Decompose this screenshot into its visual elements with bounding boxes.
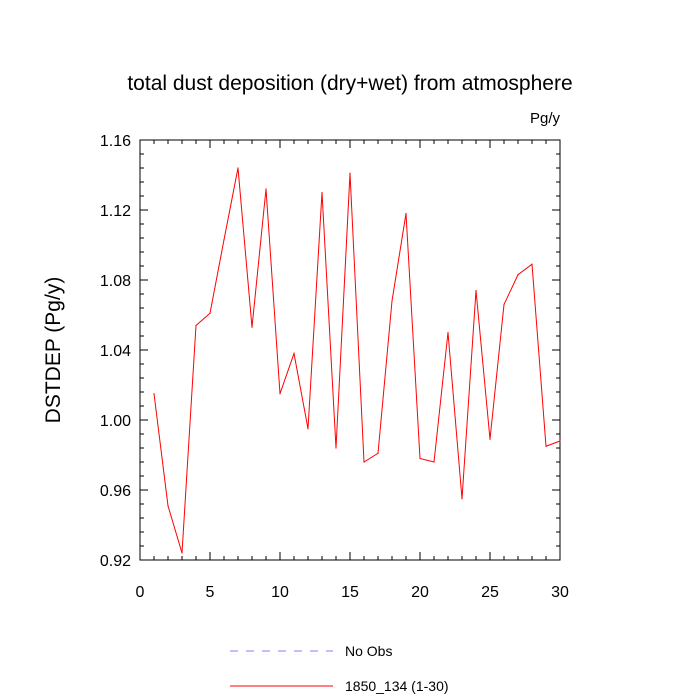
legend-label: No Obs [345,643,392,659]
data-point [391,300,393,302]
data-point [251,326,253,328]
data-point [265,188,267,190]
data-point [237,167,239,169]
data-point [405,212,407,215]
data-point [363,461,365,463]
data-point [433,461,435,463]
units-label: Pg/y [530,110,561,127]
data-point [559,440,561,442]
x-tick-label: 20 [411,584,429,601]
chart-title: total dust deposition (dry+wet) from atm… [127,72,572,95]
legend-label: 1850_134 (1-30) [345,678,449,694]
data-point [223,239,225,241]
data-point [321,191,323,194]
y-axis-label: DSTDEP (Pg/y) [42,277,65,424]
data-point [475,289,477,292]
data-point [419,457,421,460]
data-point [531,263,533,265]
y-tick-label: 1.04 [100,343,131,360]
x-tick-label: 10 [271,584,289,601]
data-point [517,274,519,276]
data-point [167,505,169,507]
y-tick-label: 1.12 [100,203,131,220]
data-point [293,352,295,355]
data-point [279,393,281,395]
series-line [153,167,561,554]
data-point [335,447,337,449]
data-point [209,312,211,314]
data-point [447,331,449,334]
data-point [461,498,463,500]
x-tick-label: 5 [206,584,215,601]
y-tick-label: 0.96 [100,483,131,500]
data-point [307,428,309,430]
x-tick-label: 25 [481,584,499,601]
y-tick-label: 1.00 [100,413,131,430]
plot-frame [139,139,561,561]
data-point [503,303,505,306]
data-point [181,552,183,554]
legend: No Obs 1850_134 (1-30) [230,643,449,694]
data-point [349,172,351,174]
data-point [195,324,197,327]
y-tick-label: 1.16 [100,133,131,150]
y-tick-label: 1.08 [100,273,131,290]
x-tick-label: 30 [551,584,569,601]
y-tick-label: 0.92 [100,553,131,570]
ticks-layer: 0 5 10 15 20 25 30 0.92 0.96 1.00 1.04 1.08 1.12 1.16 [100,133,569,601]
data-point [377,452,379,454]
data-point [545,445,547,447]
data-point [153,393,155,395]
x-tick-label: 0 [136,584,145,601]
x-tick-label: 15 [341,584,359,601]
data-point [489,438,491,440]
series-layer [153,167,561,554]
